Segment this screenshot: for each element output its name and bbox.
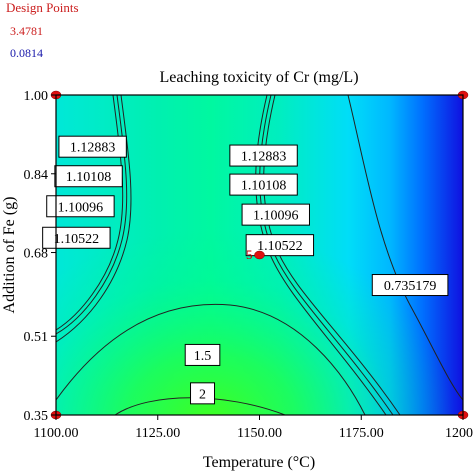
contour-label-box [46,195,115,218]
contour-label: 1.10096 [46,195,115,218]
x-tick-label: 1175.00 [339,426,384,441]
x-tick-label: 1200 [445,426,473,441]
contour-labels: 1.12883 1.10108 1.10096 1.10522 1.12883 1.101… [42,135,449,405]
contour-label-box [229,173,298,196]
y-axis-label: Addition of Fe (g) [1,197,18,314]
contour-label-text: 2 [199,387,206,402]
contour-label-text: 1.10096 [253,209,299,224]
contour-label-text: 0.735179 [384,279,437,294]
legend-heading: Design Points [6,0,79,15]
contour-label-box [371,274,449,297]
contour-label-text: 1.12883 [241,150,287,165]
contour-label-box [190,382,216,405]
y-tick-label: 0.51 [24,330,49,345]
contour-label-box [54,165,123,188]
contour-label: 1.10522 [245,234,315,257]
y-tick-label: 0.84 [24,168,49,183]
contour-label: 2 [190,382,216,405]
y-tick-label: 1.00 [24,89,49,104]
contour-label-box [42,226,111,249]
contour-label-text: 1.10108 [66,170,112,185]
contour-label: 1.12883 [58,135,127,158]
contour-label-box [245,234,315,257]
contour-label: 0.735179 [371,274,449,297]
contour-label-text: 1.10096 [58,200,104,215]
design-point-label: 5 [246,247,253,262]
x-tick-label: 1150.00 [237,426,282,441]
contour-label: 1.10096 [241,203,310,226]
contour-line-left-3 [56,95,132,343]
contour-label: 1.10108 [229,173,298,196]
contour-label: 1.10108 [54,165,123,188]
contour-label-text: 1.10522 [257,239,303,254]
contour-label-text: 1.5 [194,349,212,364]
design-point [254,250,265,260]
contour-label: 1.10522 [42,226,111,249]
x-axis-label: Temperature (°C) [203,454,315,471]
y-tick-label: 0.68 [24,247,49,262]
contour-label-text: 1.10522 [54,232,100,247]
x-tick-label: 1125.00 [135,426,180,441]
chart-title: Leaching toxicity of Cr (mg/L) [159,69,358,86]
contour-label: 1.12883 [229,144,298,167]
contour-label-box [241,203,310,226]
legend-low-value: 0.0814 [10,46,43,60]
contour-label-box [229,144,298,167]
contour-label-box [58,135,127,158]
contour-line-1-5 [56,303,366,415]
design-points-legend: Design Points 3.4781 0.0814 [0,0,200,70]
contour-label: 1.5 [184,343,221,366]
x-tick-label: 1100.00 [34,426,79,441]
contour-label-box [184,343,221,366]
contour-label-text: 1.10108 [241,179,287,194]
axes: 1100.00 1125.00 1150.00 1175.00 1200 0.35 0.51… [24,89,474,441]
legend-high-value: 3.4781 [10,24,43,38]
contour-label-text: 1.12883 [70,141,116,156]
y-tick-label: 0.35 [24,409,49,424]
